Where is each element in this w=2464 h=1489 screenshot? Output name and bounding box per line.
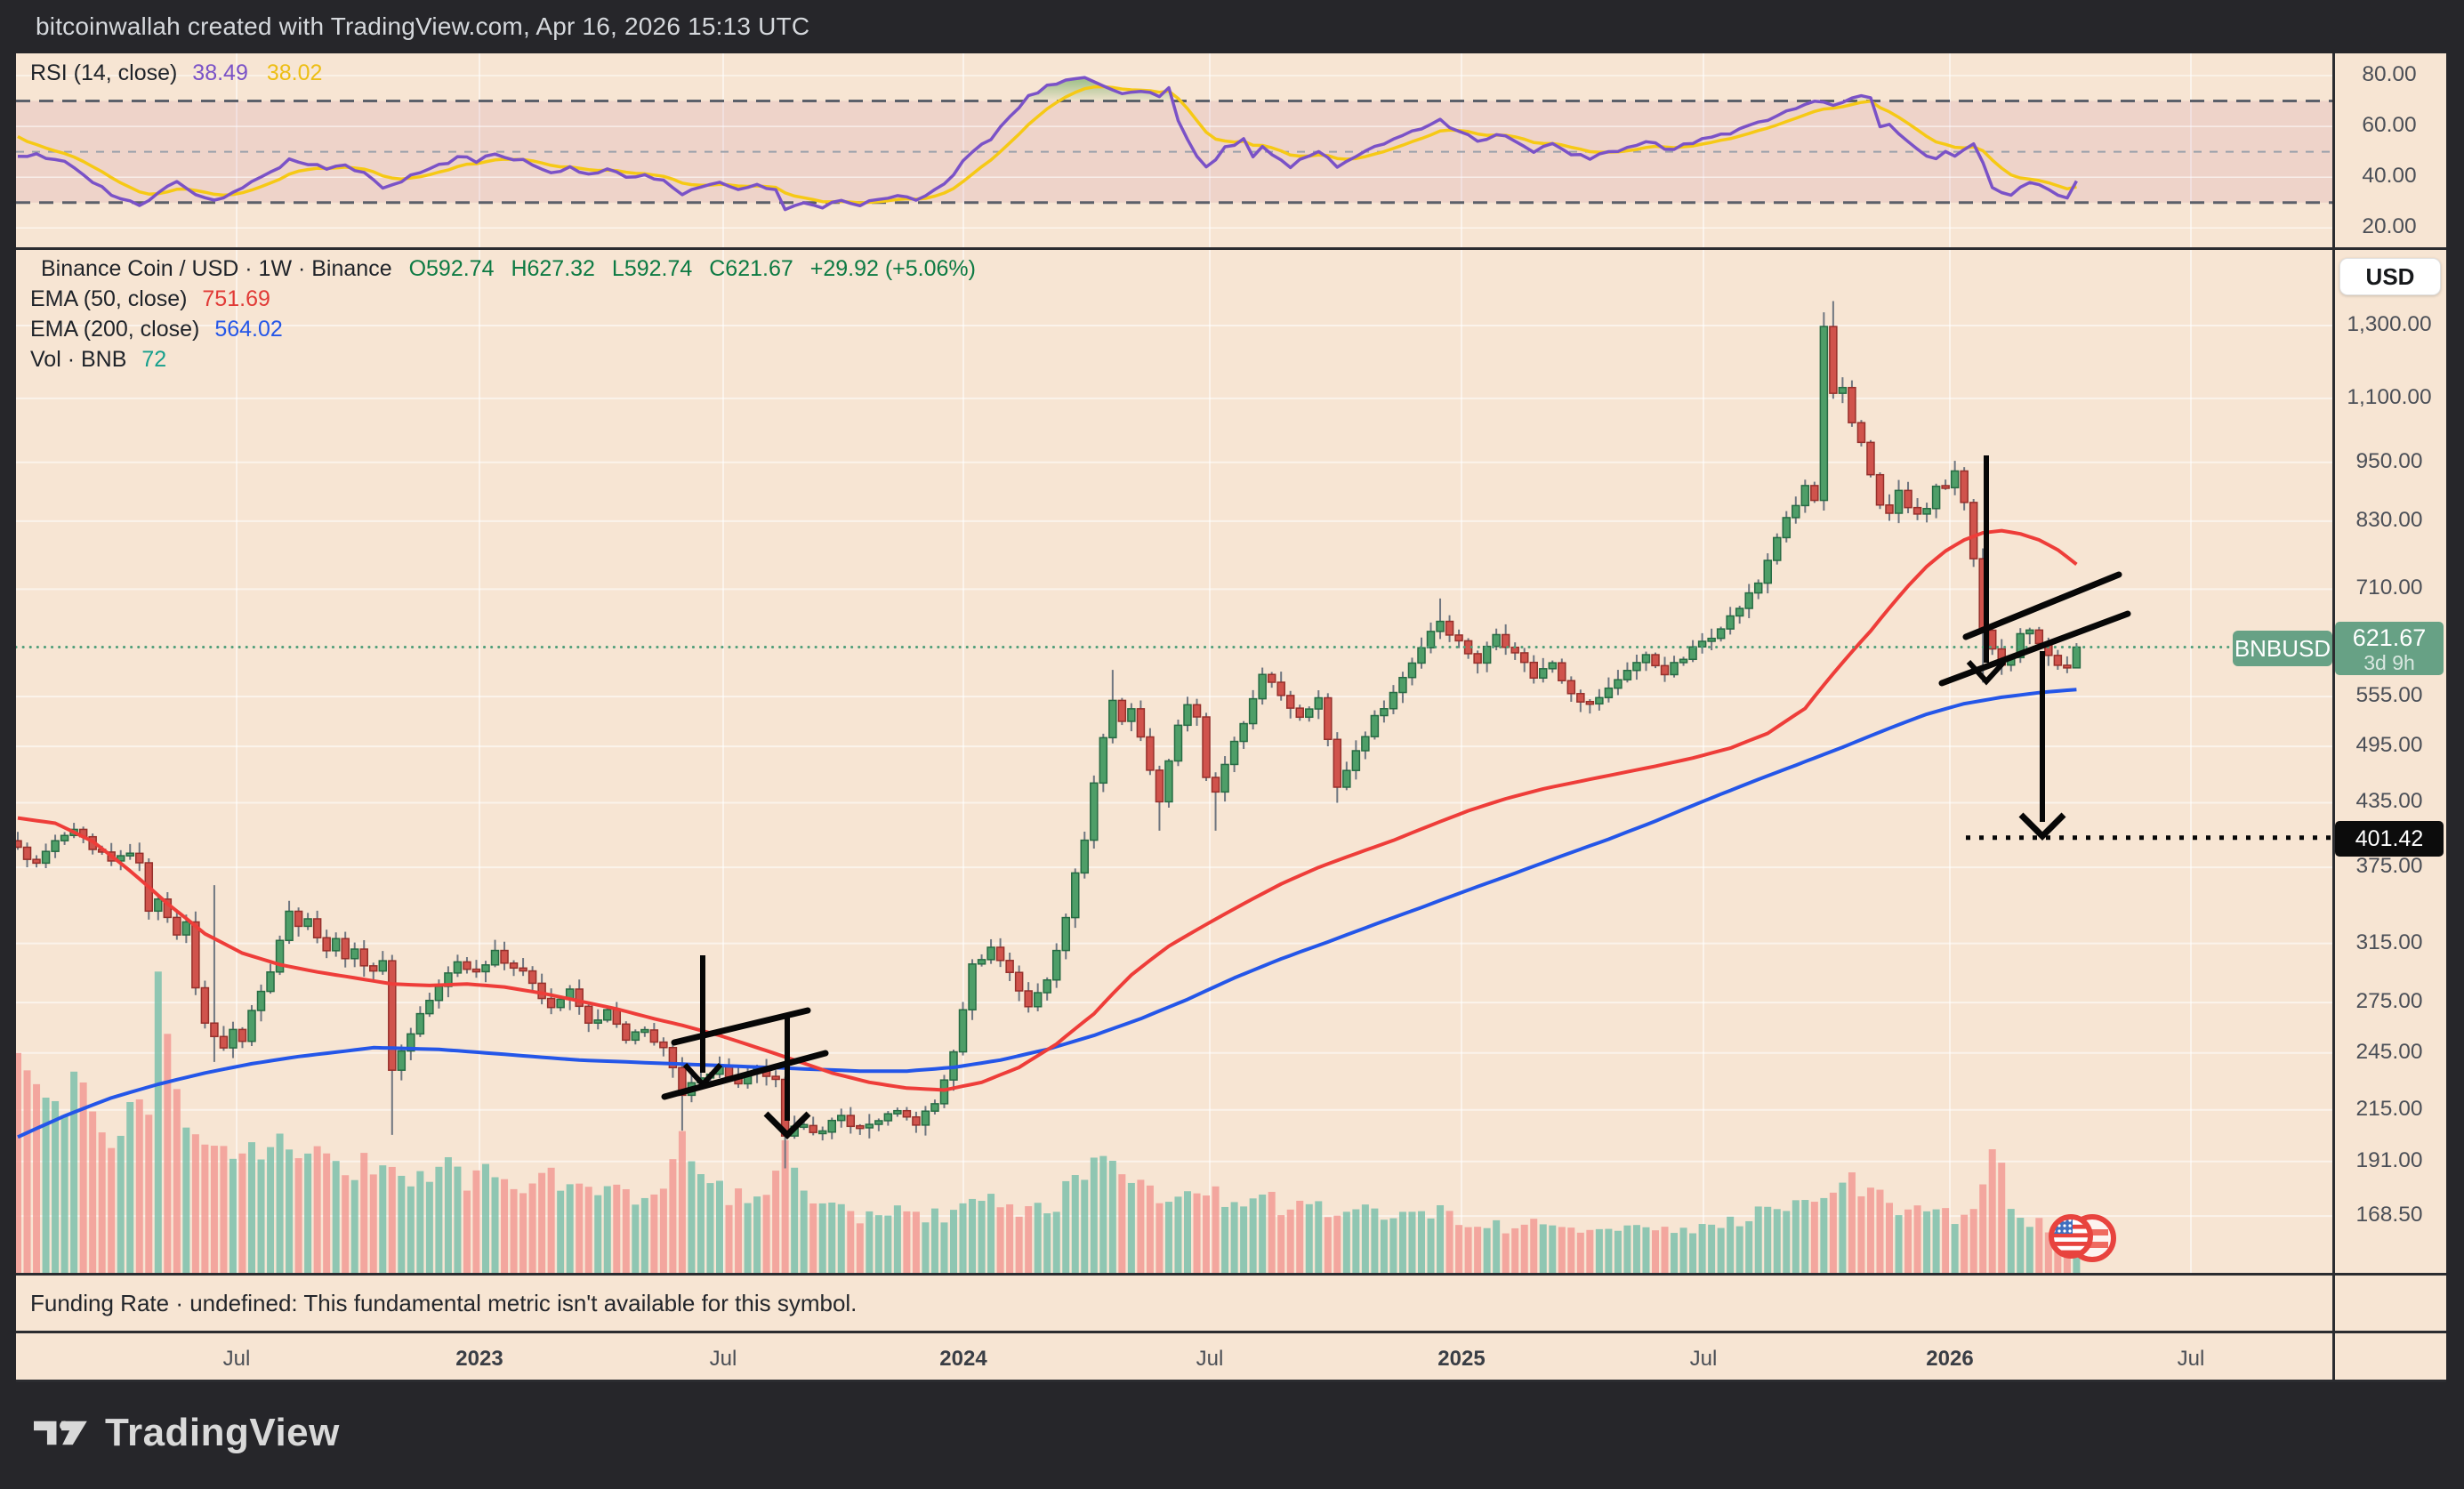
ema50-label: EMA (50, close) <box>30 286 188 311</box>
ema200-legend-row[interactable]: EMA (200, close) 564.02 <box>30 317 283 342</box>
ema200-label: EMA (200, close) <box>30 317 200 342</box>
price-tick-label: 435.00 <box>2355 789 2423 814</box>
time-tick-label: Jul <box>709 1347 737 1371</box>
current-price-badge: 621.67 3d 9h <box>2335 622 2444 675</box>
price-tick-label: 168.50 <box>2355 1203 2423 1227</box>
time-tick-label: 2026 <box>1926 1347 1974 1371</box>
tradingview-logo-icon <box>34 1421 87 1445</box>
current-price-value: 621.67 <box>2352 624 2427 651</box>
price-tick-label: 191.00 <box>2355 1147 2423 1172</box>
ema50-value: 751.69 <box>202 286 270 311</box>
rsi-value: 38.49 <box>192 60 248 85</box>
price-tick-label: 710.00 <box>2355 575 2423 600</box>
ohlc-low: L592.74 <box>611 256 693 281</box>
volume-label: Vol · BNB <box>30 347 127 372</box>
rsi-tick-label: 20.00 <box>2362 214 2417 239</box>
ohlc-high: H627.32 <box>511 256 595 281</box>
symbol-legend-row[interactable]: Binance Coin / USD · 1W · Binance O592.7… <box>30 256 976 282</box>
rsi-tick-label: 40.00 <box>2362 164 2417 189</box>
price-tick-label: 275.00 <box>2355 989 2423 1014</box>
volume-legend-row[interactable]: Vol · BNB 72 <box>30 347 166 373</box>
price-tick-label: 215.00 <box>2355 1096 2423 1121</box>
chart-canvas[interactable] <box>16 53 2446 1382</box>
time-tick-label: Jul <box>1689 1347 1718 1371</box>
rsi-legend-label: RSI (14, close) <box>30 60 178 85</box>
symbol-title: Binance Coin / USD · 1W · Binance <box>41 256 392 281</box>
rsi-legend[interactable]: RSI (14, close) 38.49 38.02 <box>30 60 322 86</box>
ohlc-change: +29.92 (+5.06%) <box>809 256 976 281</box>
time-tick-label: Jul <box>1196 1347 1224 1371</box>
ema200-value: 564.02 <box>214 317 283 342</box>
chart-panel: RSI (14, close) 38.49 38.02 Binance Coin… <box>16 53 2446 1382</box>
rsi-tick-label: 80.00 <box>2362 62 2417 86</box>
price-tick-label: 1,100.00 <box>2347 384 2432 409</box>
funding-rate-message: Funding Rate · undefined: This fundament… <box>30 1290 858 1316</box>
time-tick-label: 2024 <box>939 1347 987 1371</box>
rsi-ma-value: 38.02 <box>266 60 323 85</box>
volume-value: 72 <box>141 347 167 372</box>
time-tick-label: 2023 <box>455 1347 503 1371</box>
target-price-badge: 401.42 <box>2335 821 2444 857</box>
time-tick-label: 2025 <box>1437 1347 1486 1371</box>
price-tick-label: 555.00 <box>2355 683 2423 708</box>
tradingview-logo[interactable]: TradingView <box>34 1411 340 1455</box>
price-tick-label: 245.00 <box>2355 1039 2423 1064</box>
price-tick-label: 375.00 <box>2355 854 2423 879</box>
price-tick-label: 950.00 <box>2355 448 2423 473</box>
ohlc-open: O592.74 <box>408 256 495 281</box>
price-tick-label: 1,300.00 <box>2347 312 2432 336</box>
currency-usd-button[interactable]: USD <box>2339 258 2441 295</box>
price-tick-label: 315.00 <box>2355 930 2423 954</box>
price-tick-label: 830.00 <box>2355 507 2423 532</box>
time-tick-label: Jul <box>2177 1347 2205 1371</box>
price-tick-label: 495.00 <box>2355 733 2423 758</box>
rsi-tick-label: 60.00 <box>2362 113 2417 138</box>
symbol-price-flag: BNBUSD <box>2233 631 2332 666</box>
tradingview-logo-text: TradingView <box>105 1411 340 1454</box>
ema50-legend-row[interactable]: EMA (50, close) 751.69 <box>30 286 270 312</box>
watermark-attribution: bitcoinwallah created with TradingView.c… <box>36 12 810 40</box>
time-tick-label: Jul <box>222 1347 251 1371</box>
bar-countdown: 3d 9h <box>2363 651 2415 674</box>
ohlc-close: C621.67 <box>709 256 793 281</box>
